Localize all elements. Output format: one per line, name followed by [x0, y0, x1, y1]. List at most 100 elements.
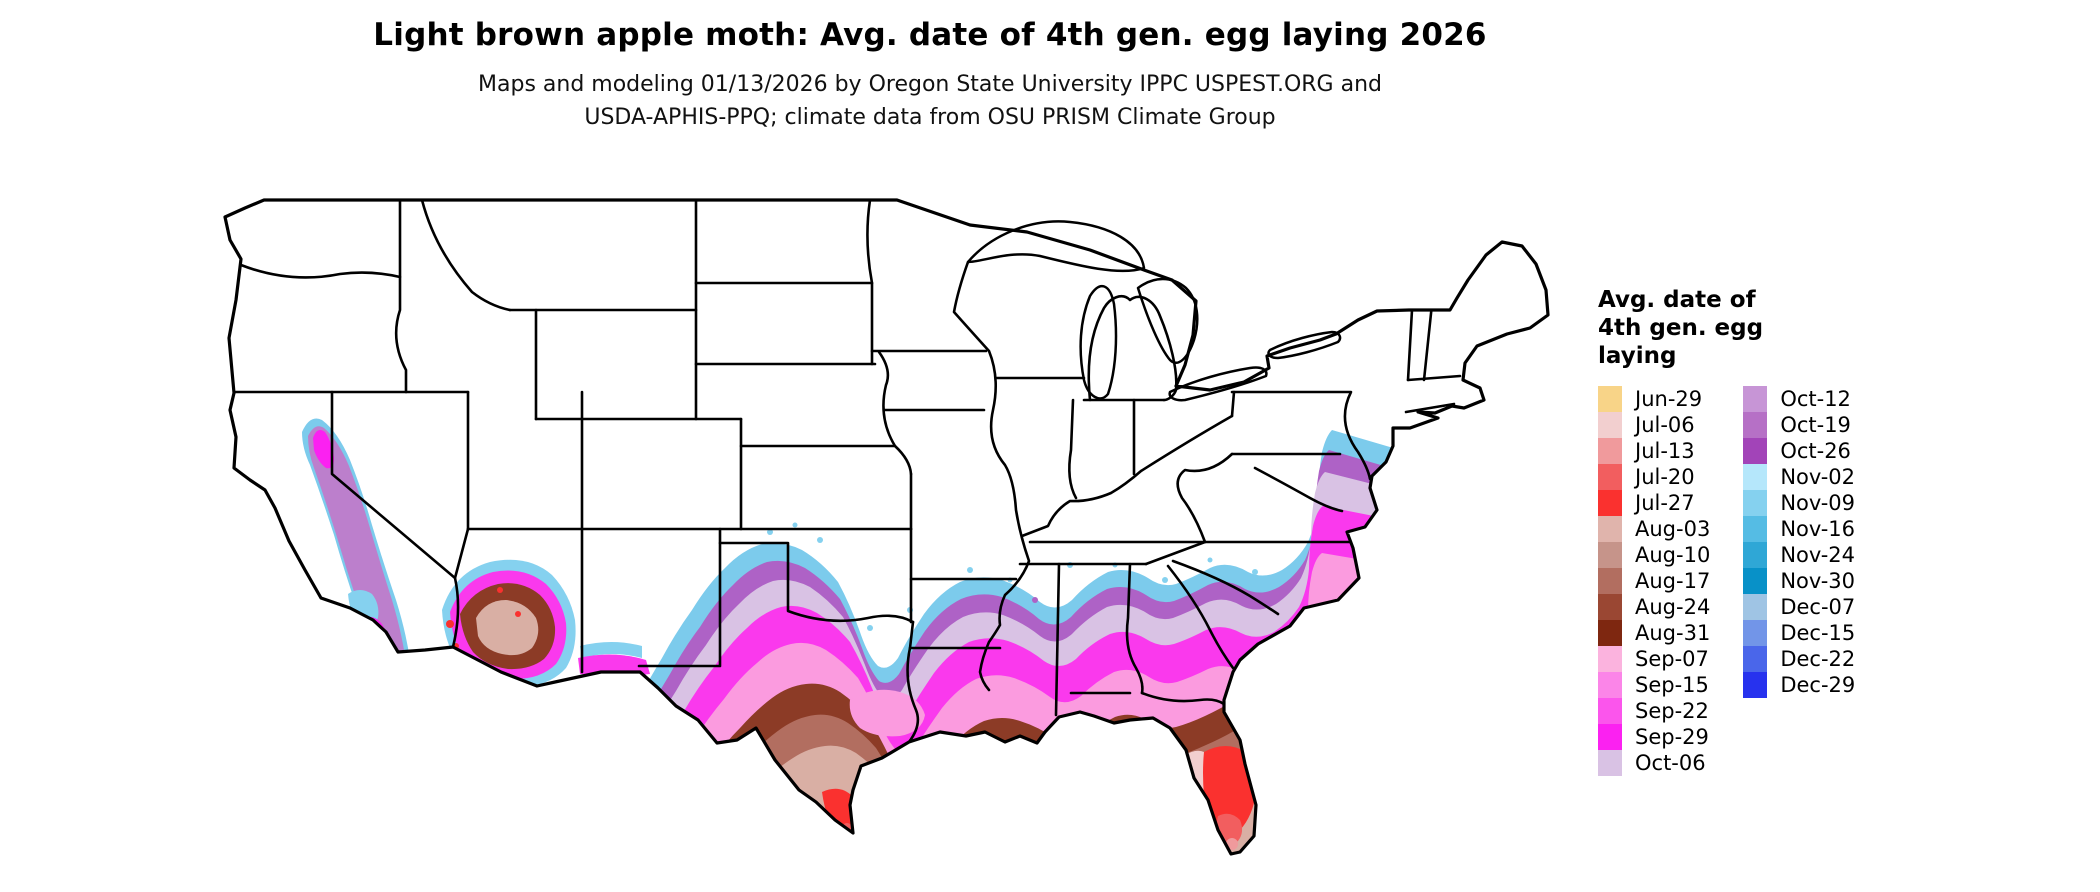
legend-column-1: Jun-29 Jul-06 Jul-13 Jul-20 Jul-27 Aug-0… [1598, 386, 1710, 776]
blob-california-purple-valley [308, 426, 406, 677]
legend-color-swatch [1743, 490, 1768, 516]
legend-date-label: Aug-03 [1635, 517, 1711, 541]
arizona-red-dot-3 [497, 587, 503, 593]
legend-entry: Dec-29 [1743, 672, 1855, 698]
legend-entry: Aug-03 [1598, 516, 1710, 542]
legend-date-label: Aug-31 [1635, 621, 1711, 645]
page-subtitle: Maps and modeling 01/13/2026 by Oregon S… [130, 68, 1730, 134]
legend-title-line-1: Avg. date of [1598, 287, 1756, 313]
legend-color-swatch [1598, 750, 1622, 776]
legend-date-label: Sep-07 [1635, 647, 1709, 671]
legend-date-label: Dec-15 [1780, 621, 1856, 645]
legend-color-swatch [1743, 646, 1768, 672]
legend-entry: Aug-10 [1598, 542, 1710, 568]
legend-entry: Dec-07 [1743, 594, 1855, 620]
legend-color-swatch [1743, 620, 1768, 646]
blob-new-mexico-blue-strip [580, 642, 642, 658]
legend-color-swatch [1598, 568, 1622, 594]
legend-title-line-2: 4th gen. egg [1598, 315, 1764, 341]
legend-entry: Nov-30 [1743, 568, 1855, 594]
blob-california-magenta-north [313, 430, 334, 469]
blob-socal-purple-dab [375, 697, 385, 707]
legend: Avg. date of 4th gen. egg laying Jun-29 … [1598, 286, 1928, 776]
legend-date-label: Oct-19 [1780, 413, 1851, 437]
legend-date-label: Sep-29 [1635, 725, 1709, 749]
legend-color-swatch [1743, 542, 1768, 568]
legend-entry: Sep-22 [1598, 698, 1710, 724]
legend-entry: Oct-06 [1598, 750, 1710, 776]
legend-entry: Oct-19 [1743, 412, 1855, 438]
legend-color-swatch [1598, 724, 1622, 750]
legend-color-swatch [1598, 438, 1622, 464]
legend-color-swatch [1743, 464, 1768, 490]
legend-color-swatch [1598, 698, 1622, 724]
subtitle-line-2: USDA-APHIS-PPQ; climate data from OSU PR… [584, 105, 1276, 130]
legend-entry: Jul-20 [1598, 464, 1710, 490]
legend-date-label: Sep-15 [1635, 673, 1709, 697]
legend-entry: Dec-22 [1743, 646, 1855, 672]
legend-color-swatch [1598, 646, 1622, 672]
florida-keys-dot-1 [1209, 861, 1215, 867]
legend-date-label: Aug-17 [1635, 569, 1711, 593]
state-borders [232, 200, 1462, 744]
title-block: Light brown apple moth: Avg. date of 4th… [130, 16, 1730, 134]
blob-socal-magenta-dab [400, 718, 412, 730]
legend-entry: Oct-26 [1743, 438, 1855, 464]
subtitle-line-1: Maps and modeling 01/13/2026 by Oregon S… [478, 72, 1382, 97]
legend-date-label: Oct-26 [1780, 439, 1851, 463]
great-lakes [966, 220, 1342, 402]
legend-entry: Nov-02 [1743, 464, 1855, 490]
legend-column-2: Oct-12 Oct-19 Oct-26 Nov-02 Nov-09 Nov-1… [1743, 386, 1855, 698]
page-title: Light brown apple moth: Avg. date of 4th… [373, 17, 1487, 53]
edge-speckles-purple [1032, 597, 1153, 613]
legend-color-swatch [1743, 568, 1768, 594]
legend-entry: Sep-07 [1598, 646, 1710, 672]
legend-entry: Jul-13 [1598, 438, 1710, 464]
legend-color-swatch [1598, 620, 1622, 646]
legend-date-label: Aug-10 [1635, 543, 1711, 567]
legend-date-label: Nov-24 [1780, 543, 1856, 567]
legend-color-swatch [1598, 594, 1622, 620]
legend-date-label: Oct-06 [1635, 751, 1706, 775]
legend-date-label: Nov-09 [1780, 491, 1856, 515]
blob-florida-red [1203, 746, 1257, 836]
legend-entry: Dec-15 [1743, 620, 1855, 646]
legend-entry: Sep-15 [1598, 672, 1710, 698]
legend-entry: Jun-29 [1598, 386, 1710, 412]
legend-color-swatch [1598, 516, 1622, 542]
legend-date-label: Nov-16 [1780, 517, 1856, 541]
legend-entry: Nov-09 [1743, 490, 1855, 516]
lake-superior [966, 220, 1146, 273]
legend-date-label: Dec-22 [1780, 647, 1856, 671]
legend-date-label: Nov-30 [1780, 569, 1856, 593]
legend-date-label: Dec-07 [1780, 595, 1856, 619]
legend-date-label: Jul-06 [1635, 413, 1695, 437]
legend-color-swatch [1743, 672, 1768, 698]
legend-date-label: Dec-29 [1780, 673, 1856, 697]
legend-color-swatch [1743, 438, 1768, 464]
legend-entry: Jul-06 [1598, 412, 1710, 438]
legend-color-swatch [1598, 386, 1622, 412]
us-outline [223, 198, 1550, 856]
legend-date-label: Jul-20 [1635, 465, 1695, 489]
legend-entry: Nov-16 [1743, 516, 1855, 542]
legend-color-swatch [1598, 412, 1622, 438]
legend-date-label: Nov-02 [1780, 465, 1856, 489]
legend-color-swatch [1743, 516, 1768, 542]
legend-color-swatch [1598, 542, 1622, 568]
legend-entry: Aug-17 [1598, 568, 1710, 594]
us-map [210, 180, 1550, 892]
legend-color-swatch [1743, 594, 1768, 620]
legend-date-label: Jul-27 [1635, 491, 1695, 515]
legend-entry: Aug-31 [1598, 620, 1710, 646]
arizona-red-dot-4 [515, 611, 521, 617]
arizona-red-dot-1 [446, 620, 454, 628]
florida-keys-dot-2 [1220, 865, 1226, 871]
legend-date-label: Jun-29 [1635, 387, 1703, 411]
legend-columns: Jun-29 Jul-06 Jul-13 Jul-20 Jul-27 Aug-0… [1598, 386, 1855, 776]
legend-color-swatch [1598, 464, 1622, 490]
legend-date-label: Aug-24 [1635, 595, 1711, 619]
us-map-svg [223, 198, 1550, 871]
florida-keys-dot-3 [1232, 864, 1237, 869]
